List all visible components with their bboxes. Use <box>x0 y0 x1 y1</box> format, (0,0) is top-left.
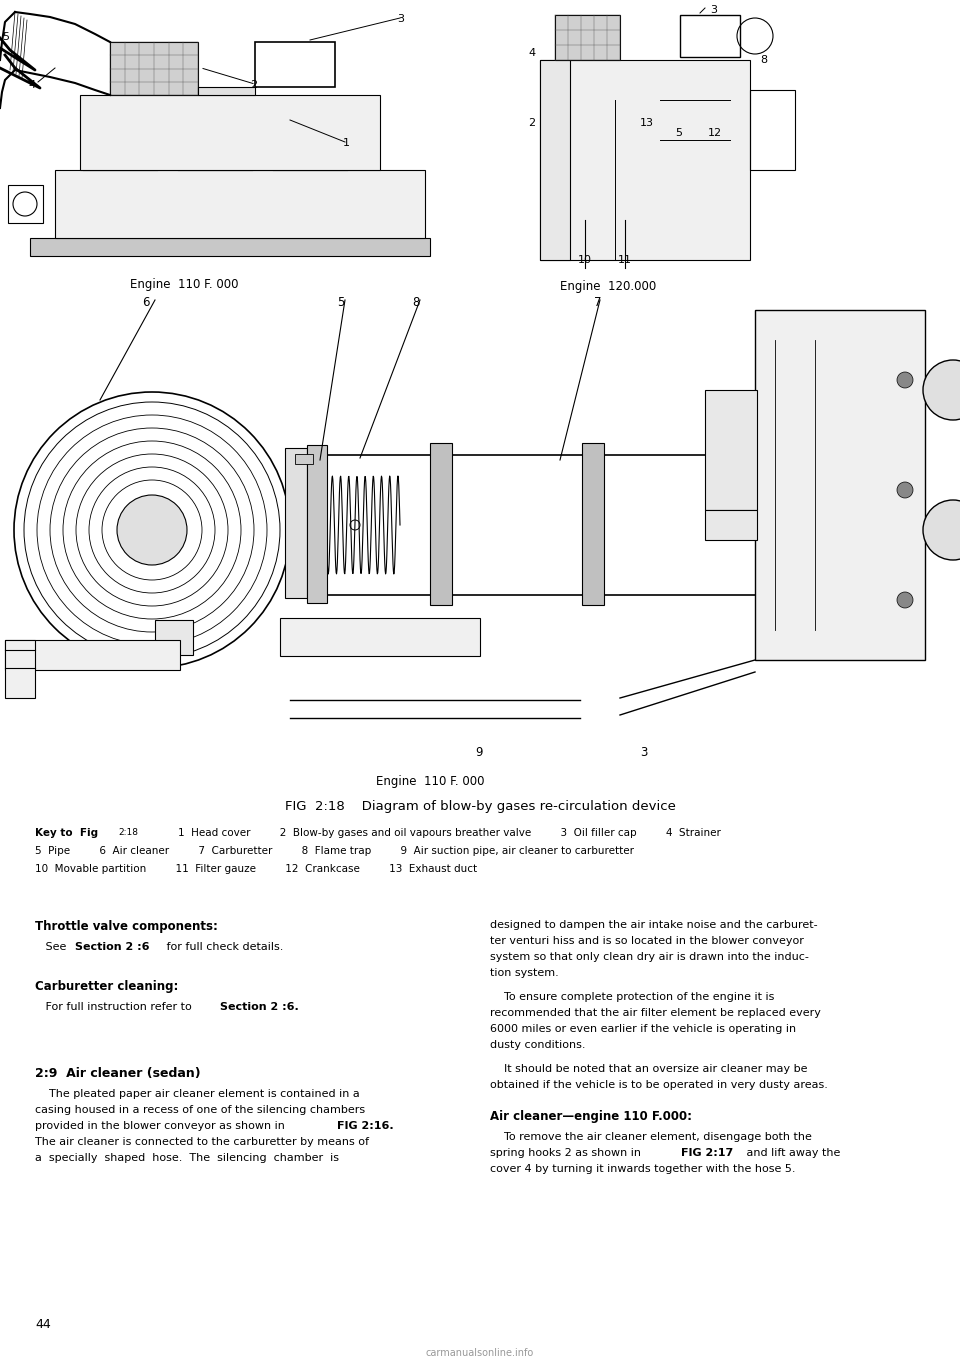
Text: a  specially  shaped  hose.  The  silencing  chamber  is: a specially shaped hose. The silencing c… <box>35 1153 339 1162</box>
Text: 5  Pipe         6  Air cleaner         7  Carburetter         8  Flame trap     : 5 Pipe 6 Air cleaner 7 Carburetter 8 Fla… <box>35 846 634 856</box>
Text: 8: 8 <box>412 296 420 310</box>
Bar <box>198 87 255 95</box>
Text: 2:9  Air cleaner (sedan): 2:9 Air cleaner (sedan) <box>35 1067 201 1080</box>
Circle shape <box>923 360 960 420</box>
Bar <box>582 443 604 606</box>
Bar <box>285 448 307 598</box>
Text: 9: 9 <box>475 746 483 759</box>
Text: Engine  120.000: Engine 120.000 <box>560 280 657 293</box>
Circle shape <box>117 496 187 565</box>
Text: The air cleaner is connected to the carburetter by means of: The air cleaner is connected to the carb… <box>35 1137 369 1148</box>
Bar <box>280 618 480 656</box>
Bar <box>680 15 740 57</box>
Bar <box>5 640 35 698</box>
Text: casing housed in a recess of one of the silencing chambers: casing housed in a recess of one of the … <box>35 1105 365 1115</box>
Text: FIG 2:16.: FIG 2:16. <box>337 1120 394 1131</box>
Text: 10  Movable partition         11  Filter gauze         12  Crankcase         13 : 10 Movable partition 11 Filter gauze 12 … <box>35 864 477 875</box>
Text: Throttle valve components:: Throttle valve components: <box>35 919 218 933</box>
Text: To ensure complete protection of the engine it is: To ensure complete protection of the eng… <box>490 991 775 1002</box>
Text: 5: 5 <box>2 33 9 42</box>
Text: Air cleaner—engine 110 F.000:: Air cleaner—engine 110 F.000: <box>490 1109 692 1123</box>
Text: See: See <box>35 942 70 952</box>
Text: for full check details.: for full check details. <box>163 942 283 952</box>
Text: 7: 7 <box>594 296 602 310</box>
Bar <box>555 15 620 60</box>
Bar <box>155 621 193 655</box>
Text: 3: 3 <box>640 746 647 759</box>
Bar <box>55 170 425 238</box>
Text: cover 4 by turning it inwards together with the hose 5.: cover 4 by turning it inwards together w… <box>490 1164 796 1175</box>
Text: Key to  Fig: Key to Fig <box>35 828 102 838</box>
Text: 44: 44 <box>35 1319 51 1331</box>
Text: provided in the blower conveyor as shown in: provided in the blower conveyor as shown… <box>35 1120 288 1131</box>
Text: obtained if the vehicle is to be operated in very dusty areas.: obtained if the vehicle is to be operate… <box>490 1080 828 1090</box>
Bar <box>5 640 180 669</box>
Bar <box>255 42 335 87</box>
Text: 13: 13 <box>640 118 654 128</box>
Text: recommended that the air filter element be replaced every: recommended that the air filter element … <box>490 1008 821 1018</box>
Bar <box>705 511 757 540</box>
Bar <box>110 42 198 95</box>
Text: Carburetter cleaning:: Carburetter cleaning: <box>35 980 179 993</box>
Text: 8: 8 <box>760 56 767 65</box>
Bar <box>755 310 925 660</box>
Text: Section 2 :6: Section 2 :6 <box>75 942 150 952</box>
Text: 2:18: 2:18 <box>118 828 138 837</box>
Text: FIG  2:18    Diagram of blow-by gases re-circulation device: FIG 2:18 Diagram of blow-by gases re-cir… <box>284 800 676 813</box>
Circle shape <box>897 372 913 388</box>
Text: 4: 4 <box>28 80 36 90</box>
Text: 5: 5 <box>337 296 345 310</box>
Text: Section 2 :6.: Section 2 :6. <box>220 1002 299 1012</box>
Bar <box>8 185 43 223</box>
Circle shape <box>923 500 960 559</box>
Text: tion system.: tion system. <box>490 968 559 978</box>
Text: 1: 1 <box>343 139 350 148</box>
Text: 10: 10 <box>578 255 592 265</box>
Text: 2: 2 <box>528 118 535 128</box>
Text: The pleated paper air cleaner element is contained in a: The pleated paper air cleaner element is… <box>35 1089 360 1099</box>
Text: spring hooks 2 as shown in: spring hooks 2 as shown in <box>490 1148 644 1158</box>
Text: and lift away the: and lift away the <box>743 1148 840 1158</box>
Bar <box>295 454 313 464</box>
Text: Engine  110 F. 000: Engine 110 F. 000 <box>130 278 238 291</box>
Text: It should be noted that an oversize air cleaner may be: It should be noted that an oversize air … <box>490 1065 807 1074</box>
Text: system so that only clean dry air is drawn into the induc-: system so that only clean dry air is dra… <box>490 952 809 961</box>
Text: 1  Head cover         2  Blow-by gases and oil vapours breather valve         3 : 1 Head cover 2 Blow-by gases and oil vap… <box>152 828 721 838</box>
Text: ter venturi hiss and is so located in the blower conveyor: ter venturi hiss and is so located in th… <box>490 936 804 947</box>
Circle shape <box>897 482 913 498</box>
Text: carmanualsonline.info: carmanualsonline.info <box>426 1348 534 1358</box>
Bar <box>80 95 380 170</box>
Bar <box>705 390 757 511</box>
Bar <box>307 445 327 603</box>
Text: 3: 3 <box>397 14 404 24</box>
Bar <box>430 443 452 606</box>
Text: 2: 2 <box>250 80 257 91</box>
Text: 5: 5 <box>675 128 682 139</box>
Text: FIG 2:17: FIG 2:17 <box>681 1148 733 1158</box>
Text: 6000 miles or even earlier if the vehicle is operating in: 6000 miles or even earlier if the vehicl… <box>490 1024 796 1033</box>
Bar <box>750 90 795 170</box>
Text: 6: 6 <box>142 296 150 310</box>
Text: 11: 11 <box>618 255 632 265</box>
Bar <box>540 60 570 259</box>
Text: 3: 3 <box>710 5 717 15</box>
Text: To remove the air cleaner element, disengage both the: To remove the air cleaner element, disen… <box>490 1133 812 1142</box>
Bar <box>540 60 750 259</box>
Text: dusty conditions.: dusty conditions. <box>490 1040 586 1050</box>
Text: For full instruction refer to: For full instruction refer to <box>35 1002 195 1012</box>
Bar <box>30 238 430 257</box>
Text: 4: 4 <box>528 48 535 58</box>
Circle shape <box>897 592 913 608</box>
Text: 12: 12 <box>708 128 722 139</box>
Text: Engine  110 F. 000: Engine 110 F. 000 <box>375 775 484 788</box>
Text: designed to dampen the air intake noise and the carburet-: designed to dampen the air intake noise … <box>490 919 818 930</box>
